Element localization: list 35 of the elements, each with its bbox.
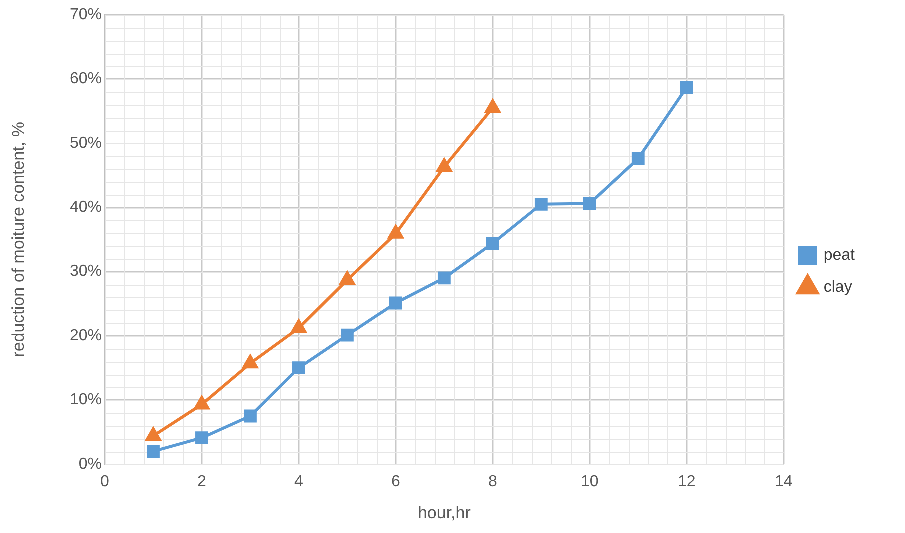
x-tick-label: 14 [774,473,793,490]
y-tick-label: 40% [70,199,102,216]
y-tick-label: 50% [70,134,102,152]
point [680,81,694,94]
legend-label: peat [824,246,856,264]
y-tick-label: 20% [70,327,102,344]
point [485,100,500,114]
point [389,296,402,310]
point [583,197,596,210]
x-axis-title: hour,hr [418,503,472,522]
point [436,158,452,172]
x-tick-label: 12 [678,473,696,490]
x-tick-label: 6 [391,473,400,490]
point [534,198,548,211]
point [486,237,500,250]
point [196,432,208,445]
x-tick-label: 2 [198,473,207,490]
point [341,328,354,342]
x-tick-label: 4 [294,473,304,490]
point [244,410,257,423]
y-tick-label: 0% [78,456,102,473]
x-tick-label: 8 [488,473,498,490]
point [340,272,356,286]
y-tick-label: 60% [70,70,102,88]
point [632,152,645,166]
y-tick-label: 70% [70,6,102,24]
point [292,362,306,375]
x-tick-label: 0 [100,473,110,490]
legend-label: clay [824,278,852,296]
y-axis-title: reduction of moiture content, % [8,122,28,358]
y-tick-label: 10% [70,392,102,409]
y-tick-label: 30% [70,263,102,280]
point [438,272,451,285]
point [147,445,160,458]
x-tick-label: 10 [581,473,599,490]
